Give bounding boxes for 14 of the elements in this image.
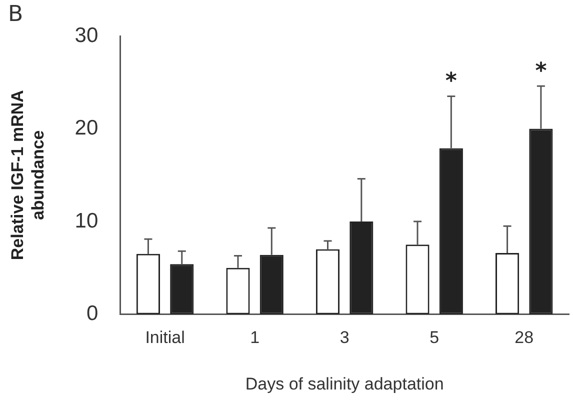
x-tick-label: 1 (250, 328, 260, 348)
y-axis-title: Relative IGF-1 mRNA abundance (8, 90, 48, 260)
x-tick-label: 5 (430, 328, 440, 348)
data-label: * (535, 58, 548, 84)
x-tick-label: 28 (514, 328, 534, 348)
x-tick-label: 3 (340, 328, 350, 348)
x-axis-title: Days of salinity adaptation (245, 374, 444, 394)
y-tick-label: 0 (86, 302, 98, 325)
text: B (8, 2, 24, 27)
x-tick-label: Initial (145, 328, 185, 348)
y-tick-label: 10 (74, 209, 98, 232)
y-tick-label: 20 (74, 116, 98, 140)
y-tick-label: 30 (74, 24, 98, 47)
data-label: * (445, 68, 458, 94)
